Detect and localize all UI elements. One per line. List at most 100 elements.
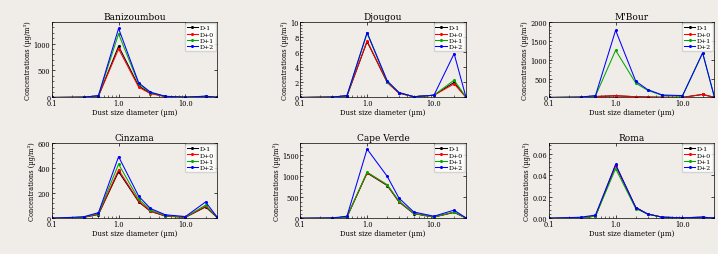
D+2	[328, 217, 337, 220]
Line: D+2: D+2	[299, 149, 467, 219]
D+1	[47, 97, 56, 100]
D+0	[328, 217, 337, 220]
D+1	[134, 198, 143, 201]
D-1	[383, 184, 391, 187]
D+0	[658, 96, 667, 99]
D-1	[363, 172, 371, 175]
D+2	[429, 94, 438, 97]
D+0	[429, 216, 438, 219]
D-1	[395, 201, 404, 204]
X-axis label: Dust size diameter (µm): Dust size diameter (µm)	[340, 109, 426, 117]
D+1	[161, 96, 169, 99]
X-axis label: Dust size diameter (µm): Dust size diameter (µm)	[340, 229, 426, 237]
D-1	[161, 215, 169, 218]
D+1	[611, 50, 620, 53]
D+0	[79, 96, 88, 99]
D+0	[161, 215, 169, 218]
Line: D+1: D+1	[548, 168, 715, 219]
D+0	[462, 96, 470, 99]
Title: Banizoumbou: Banizoumbou	[103, 13, 166, 22]
D+0	[47, 217, 56, 220]
D-1	[462, 96, 470, 99]
Legend: D-1, D+0, D+1, D+2: D-1, D+0, D+1, D+2	[185, 24, 216, 52]
D-1	[342, 95, 351, 98]
D+0	[449, 83, 458, 86]
D-1	[577, 216, 585, 219]
D-1	[658, 216, 667, 219]
D+2	[710, 217, 718, 220]
D-1	[114, 170, 123, 173]
D+0	[710, 217, 718, 220]
D+2	[679, 95, 687, 98]
D+2	[383, 80, 391, 83]
D+1	[462, 96, 470, 99]
D+1	[643, 89, 652, 92]
Line: D+0: D+0	[299, 41, 467, 99]
Line: D+2: D+2	[548, 30, 715, 99]
D+2	[213, 216, 222, 219]
D+2	[710, 96, 718, 99]
D+0	[699, 93, 707, 97]
D+2	[94, 211, 103, 214]
D+0	[181, 216, 190, 219]
Y-axis label: Concentrations (µg/m³): Concentrations (µg/m³)	[521, 21, 529, 100]
Line: D-1: D-1	[548, 94, 715, 99]
D+1	[296, 97, 304, 100]
D-1	[114, 45, 123, 49]
D+0	[462, 217, 470, 220]
D-1	[47, 97, 56, 100]
Line: D+1: D+1	[51, 34, 218, 99]
D+2	[134, 195, 143, 198]
D+0	[631, 206, 640, 209]
D+1	[342, 216, 351, 219]
D-1	[679, 97, 687, 100]
D-1	[544, 97, 553, 100]
D-1	[363, 41, 371, 44]
D+1	[699, 52, 707, 55]
D-1	[577, 96, 585, 99]
D+2	[342, 215, 351, 218]
X-axis label: Dust size diameter (µm): Dust size diameter (µm)	[589, 109, 674, 117]
X-axis label: Dust size diameter (µm): Dust size diameter (µm)	[589, 229, 674, 237]
Y-axis label: Concentrations (µg/m³): Concentrations (µg/m³)	[28, 142, 37, 220]
Line: D+1: D+1	[299, 33, 467, 99]
D+0	[577, 216, 585, 219]
D+0	[94, 213, 103, 216]
D+2	[658, 94, 667, 97]
Y-axis label: Concentrations (µg/m³): Concentrations (µg/m³)	[523, 142, 531, 220]
D-1	[699, 93, 707, 97]
D+1	[161, 214, 169, 217]
D+2	[161, 95, 169, 98]
D+2	[577, 96, 585, 99]
Legend: D-1, D+0, D+1, D+2: D-1, D+0, D+1, D+2	[682, 145, 713, 172]
D+2	[631, 80, 640, 83]
D+2	[383, 175, 391, 178]
Title: Djougou: Djougou	[364, 13, 402, 22]
D+0	[79, 216, 88, 219]
D+1	[591, 215, 600, 218]
D+0	[363, 40, 371, 43]
D-1	[631, 206, 640, 209]
D+2	[449, 53, 458, 56]
D+2	[114, 28, 123, 31]
D+0	[296, 97, 304, 100]
D+1	[363, 33, 371, 36]
D+1	[181, 96, 190, 99]
D+1	[383, 183, 391, 186]
D+0	[213, 216, 222, 219]
D+0	[591, 96, 600, 99]
D-1	[213, 97, 222, 100]
D+2	[201, 201, 210, 204]
D-1	[201, 96, 210, 99]
Line: D-1: D-1	[299, 172, 467, 219]
D+1	[544, 97, 553, 100]
D-1	[429, 94, 438, 97]
Y-axis label: Concentrations (µg/m³): Concentrations (µg/m³)	[273, 142, 281, 220]
Line: D+0: D+0	[548, 94, 715, 99]
D-1	[631, 96, 640, 99]
D+2	[161, 213, 169, 216]
D-1	[328, 217, 337, 220]
D+1	[631, 82, 640, 85]
D+0	[134, 200, 143, 203]
D+0	[409, 96, 418, 99]
